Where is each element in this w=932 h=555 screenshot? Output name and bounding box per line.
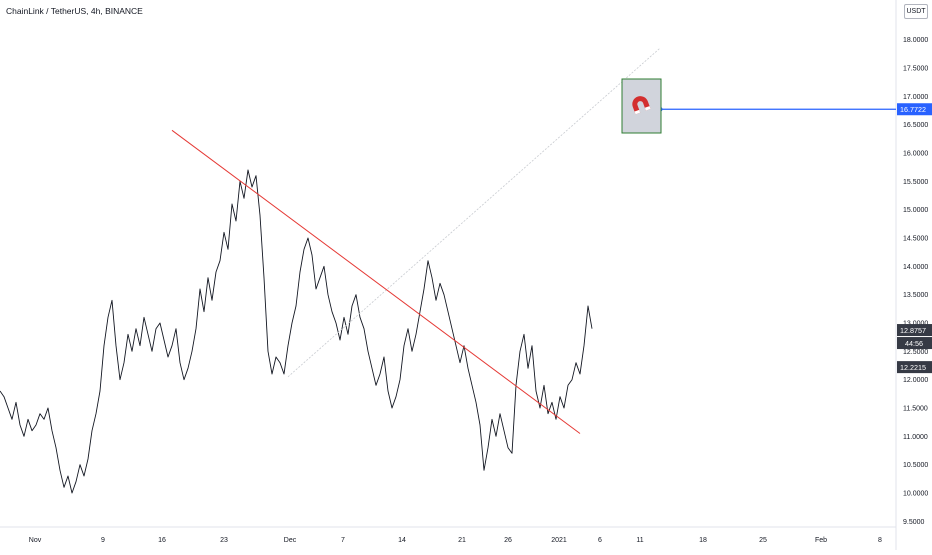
currency-button[interactable]: USDT: [904, 4, 928, 19]
reference-price-label-bg: [897, 361, 932, 374]
y-tick-label: 10.5000: [903, 462, 928, 469]
x-tick-label: 11: [636, 537, 643, 544]
reference-price-label: 12.2215: [900, 363, 926, 372]
target-price-label: 16.7722: [900, 105, 926, 114]
price-series-line[interactable]: [0, 169, 593, 494]
y-tick-label: 12.0000: [903, 377, 928, 384]
y-tick-label: 14.0000: [903, 264, 928, 271]
target-price-label-bg: [897, 103, 932, 116]
x-tick-label: 6: [598, 537, 602, 544]
x-tick-label: 7: [341, 537, 345, 544]
y-tick-label: 15.0000: [903, 207, 928, 214]
x-tick-label: 26: [504, 537, 512, 544]
y-tick-label: 11.5000: [903, 406, 928, 413]
x-tick-label: 23: [220, 537, 228, 544]
x-tick-label: 21: [458, 537, 466, 544]
y-tick-label: 13.0000: [903, 321, 928, 328]
symbol-title: ChainLink / TetherUS, 4h, BINANCE: [6, 6, 143, 16]
x-tick-label: Nov: [29, 537, 42, 544]
x-tick-label: 8: [878, 537, 882, 544]
magnet-tip-right: [644, 106, 651, 111]
x-tick-label: Feb: [815, 537, 827, 544]
drawing-overlays[interactable]: [171, 47, 896, 434]
plot-area[interactable]: [0, 169, 593, 494]
y-tick-label: 17.0000: [903, 94, 928, 101]
y-tick-label: 10.0000: [903, 491, 928, 498]
x-tick-label: 14: [398, 537, 406, 544]
y-tick-label: 13.5000: [903, 292, 928, 299]
y-tick-label: 12.5000: [903, 349, 928, 356]
x-tick-label: 2021: [551, 537, 567, 544]
countdown-label: 44:56: [905, 339, 923, 348]
x-tick-label: 25: [759, 537, 767, 544]
projection-line[interactable]: [287, 47, 661, 378]
y-tick-label: 11.0000: [903, 434, 928, 441]
y-tick-label: 18.0000: [903, 37, 928, 44]
x-tick-label: 9: [101, 537, 105, 544]
last-price-label-bg: [897, 324, 932, 337]
x-tick-label: Dec: [284, 537, 297, 544]
x-tick-label: 16: [158, 537, 166, 544]
y-tick-label: 17.5000: [903, 66, 928, 73]
y-tick-label: 16.0000: [903, 151, 928, 158]
y-tick-label: 15.5000: [903, 179, 928, 186]
y-tick-label: 9.5000: [903, 519, 925, 526]
descending-trendline[interactable]: [171, 129, 581, 434]
last-price-label: 12.8757: [900, 326, 926, 335]
magnet-tip-left: [634, 109, 641, 115]
magnet-icon: [632, 96, 651, 115]
countdown-bg: [897, 337, 932, 350]
y-tick-label: 16.5000: [903, 122, 928, 129]
annotation-box[interactable]: [621, 78, 662, 134]
y-tick-label: 14.5000: [903, 236, 928, 243]
x-tick-label: 18: [699, 537, 707, 544]
